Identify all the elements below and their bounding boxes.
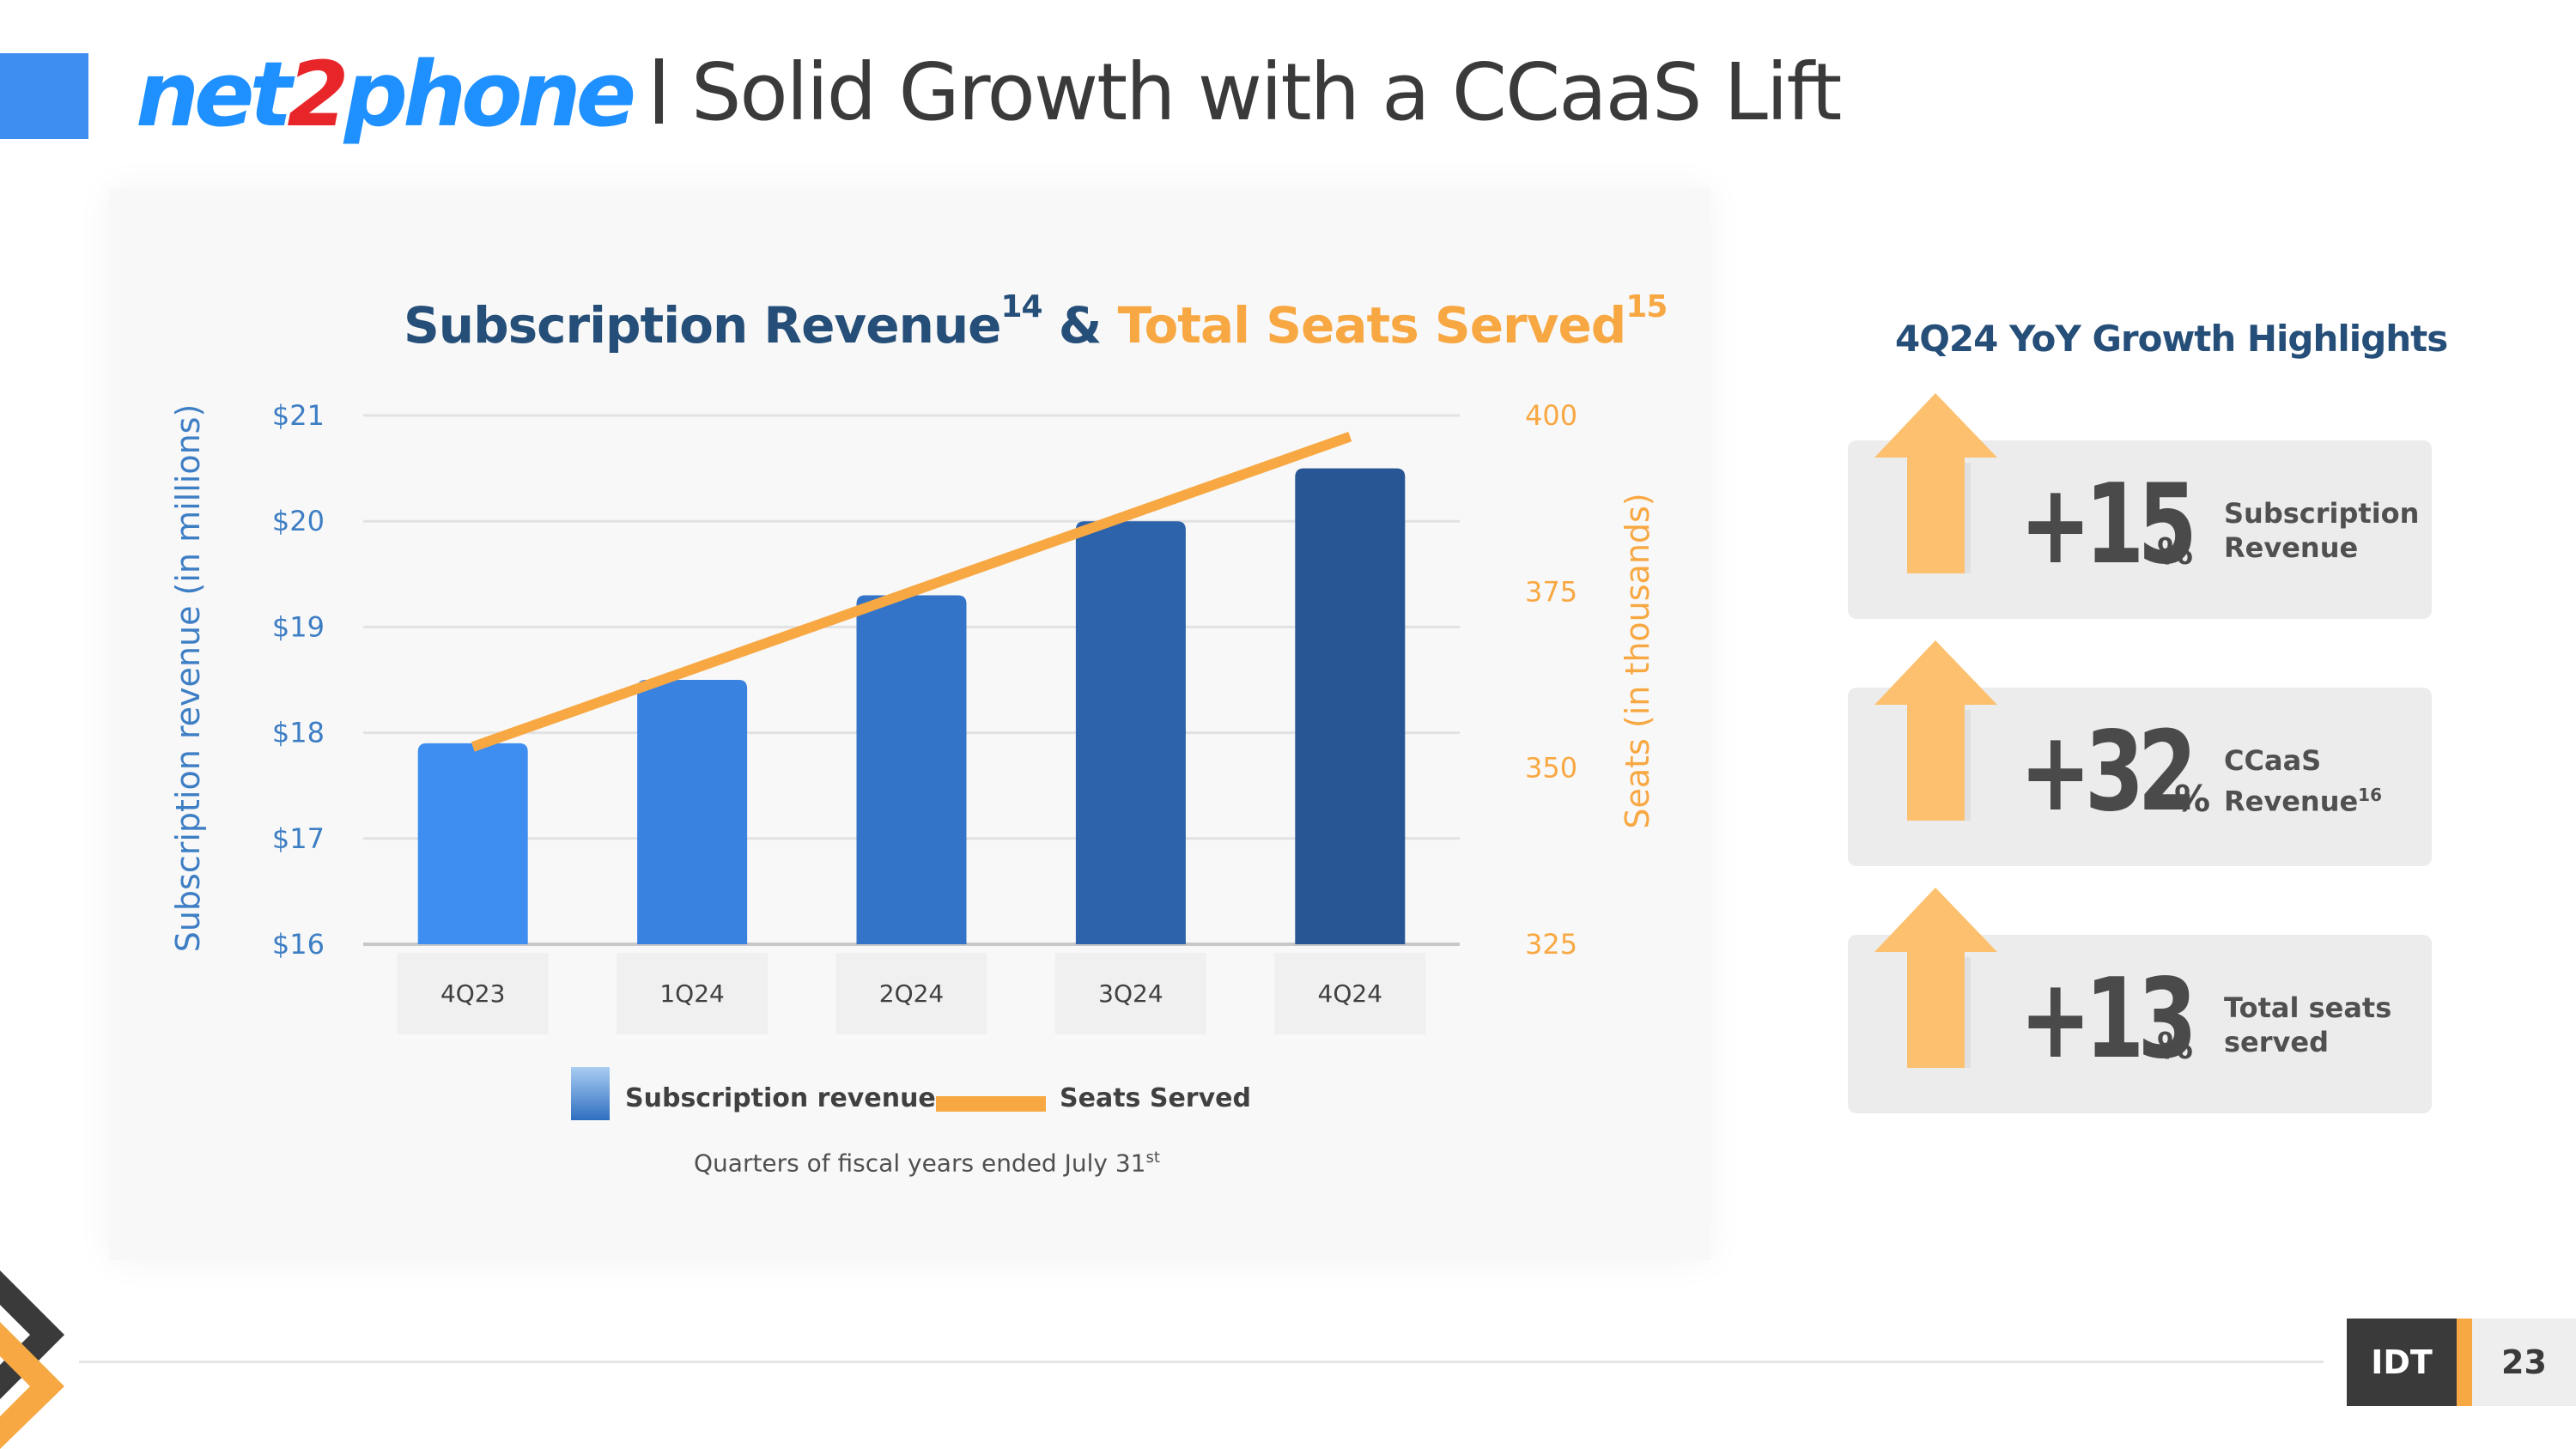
highlight-number-ccaas: +32 bbox=[2020, 708, 2197, 836]
highlight-label-subscription-l1: Subscription bbox=[2224, 497, 2420, 530]
y-tick-left: $20 bbox=[272, 505, 325, 537]
x-tick-label: 2Q24 bbox=[879, 979, 944, 1008]
logo-text-net: net bbox=[136, 42, 292, 147]
chart-title: Subscription Revenue14 & Total Seats Ser… bbox=[404, 273, 1668, 360]
y-tick-left: $19 bbox=[272, 610, 325, 643]
highlight-label-ccaas: CCaaS Revenue16 bbox=[2224, 743, 2382, 819]
category-label-bg bbox=[1274, 953, 1426, 1034]
x-tick-label: 4Q24 bbox=[1318, 979, 1382, 1008]
x-tick-label: 3Q24 bbox=[1098, 979, 1163, 1008]
seats-line bbox=[471, 431, 1352, 752]
revenue-bar bbox=[1295, 468, 1406, 944]
y-tick-right: 325 bbox=[1525, 928, 1577, 961]
chart-title-seats: Total Seats Served bbox=[1117, 296, 1627, 355]
category-label-bg bbox=[1054, 953, 1206, 1034]
y-tick-left: $18 bbox=[272, 717, 325, 749]
y-axis-title-right: Seats (in thousands) bbox=[1619, 493, 1656, 828]
chart-title-ampersand: & bbox=[1058, 296, 1103, 355]
highlight-label-seats: Total seats served bbox=[2224, 991, 2391, 1059]
highlight-value-subscription: +15% bbox=[2020, 470, 2239, 580]
chart-note: Quarters of fiscal years ended July 31st bbox=[694, 1149, 1160, 1177]
revenue-bar bbox=[856, 595, 967, 944]
chart-title-footnote-14: 14 bbox=[1000, 289, 1042, 324]
title-divider bbox=[655, 58, 663, 124]
highlight-unit-seats: % bbox=[2157, 1025, 2194, 1067]
highlight-number-subscription: +15 bbox=[2020, 461, 2197, 589]
revenue-bar bbox=[417, 743, 528, 944]
chart-title-footnote-15: 15 bbox=[1625, 289, 1668, 324]
highlight-number-seats: +13 bbox=[2020, 955, 2197, 1083]
y-tick-right: 375 bbox=[1525, 575, 1577, 608]
category-label-bg bbox=[835, 953, 987, 1034]
legend-swatch-seats bbox=[936, 1096, 1046, 1112]
logo-text-2: 2 bbox=[287, 42, 349, 147]
legend-label-revenue: Subscription revenue bbox=[625, 1083, 936, 1113]
chart-title-revenue: Subscription Revenue bbox=[404, 296, 1001, 355]
highlight-value-ccaas: +32% bbox=[2020, 718, 2239, 828]
revenue-bar bbox=[637, 680, 748, 944]
highlight-unit-ccaas: % bbox=[2174, 778, 2211, 820]
chart-note-sup: st bbox=[1145, 1149, 1160, 1167]
up-arrow-icon bbox=[1874, 640, 1997, 821]
highlight-label-ccaas-l2: Revenue bbox=[2224, 785, 2359, 818]
category-label-bg bbox=[617, 953, 769, 1034]
y-tick-left: $17 bbox=[272, 822, 325, 855]
y-tick-right: 350 bbox=[1525, 752, 1577, 785]
category-label-bg bbox=[397, 953, 549, 1034]
y-tick-left: $16 bbox=[272, 928, 325, 961]
up-arrow-icon bbox=[1874, 393, 1997, 573]
page-number: 23 bbox=[2472, 1319, 2576, 1406]
chevron-decoration-icon bbox=[0, 1270, 64, 1449]
legend-label-seats: Seats Served bbox=[1060, 1083, 1251, 1113]
footer-accent-stripe bbox=[2457, 1319, 2472, 1406]
legend-swatch-revenue bbox=[571, 1067, 610, 1120]
x-tick-label: 4Q23 bbox=[440, 979, 505, 1008]
highlight-label-ccaas-sup: 16 bbox=[2358, 785, 2383, 805]
highlight-label-ccaas-l1: CCaaS bbox=[2224, 744, 2322, 777]
y-axis-title-left: Subscription revenue (in millions) bbox=[169, 404, 207, 953]
highlight-label-subscription-l2: Revenue bbox=[2224, 531, 2359, 564]
revenue-bar bbox=[1075, 521, 1186, 944]
net2phone-logo: net2phone bbox=[136, 34, 637, 155]
y-tick-left: $21 bbox=[272, 399, 325, 432]
highlight-label-subscription: Subscription Revenue bbox=[2224, 496, 2419, 565]
idt-brand-box: IDT bbox=[2347, 1319, 2457, 1406]
slide-title: Solid Growth with a CCaaS Lift bbox=[691, 46, 1842, 138]
highlight-unit-subscription: % bbox=[2157, 530, 2194, 573]
logo-text-phone: phone bbox=[343, 42, 637, 147]
highlights-title: 4Q24 YoY Growth Highlights bbox=[1895, 318, 2448, 360]
y-tick-right: 400 bbox=[1525, 399, 1577, 432]
x-tick-label: 1Q24 bbox=[659, 979, 724, 1008]
highlight-label-seats-l2: served bbox=[2224, 1026, 2329, 1058]
footer-divider bbox=[79, 1361, 2324, 1363]
highlight-label-seats-l1: Total seats bbox=[2224, 991, 2392, 1024]
highlight-value-seats: +13% bbox=[2020, 965, 2239, 1075]
up-arrow-icon bbox=[1874, 888, 1997, 1068]
chart-note-text: Quarters of fiscal years ended July 31 bbox=[694, 1149, 1146, 1178]
brand-square bbox=[0, 53, 88, 139]
